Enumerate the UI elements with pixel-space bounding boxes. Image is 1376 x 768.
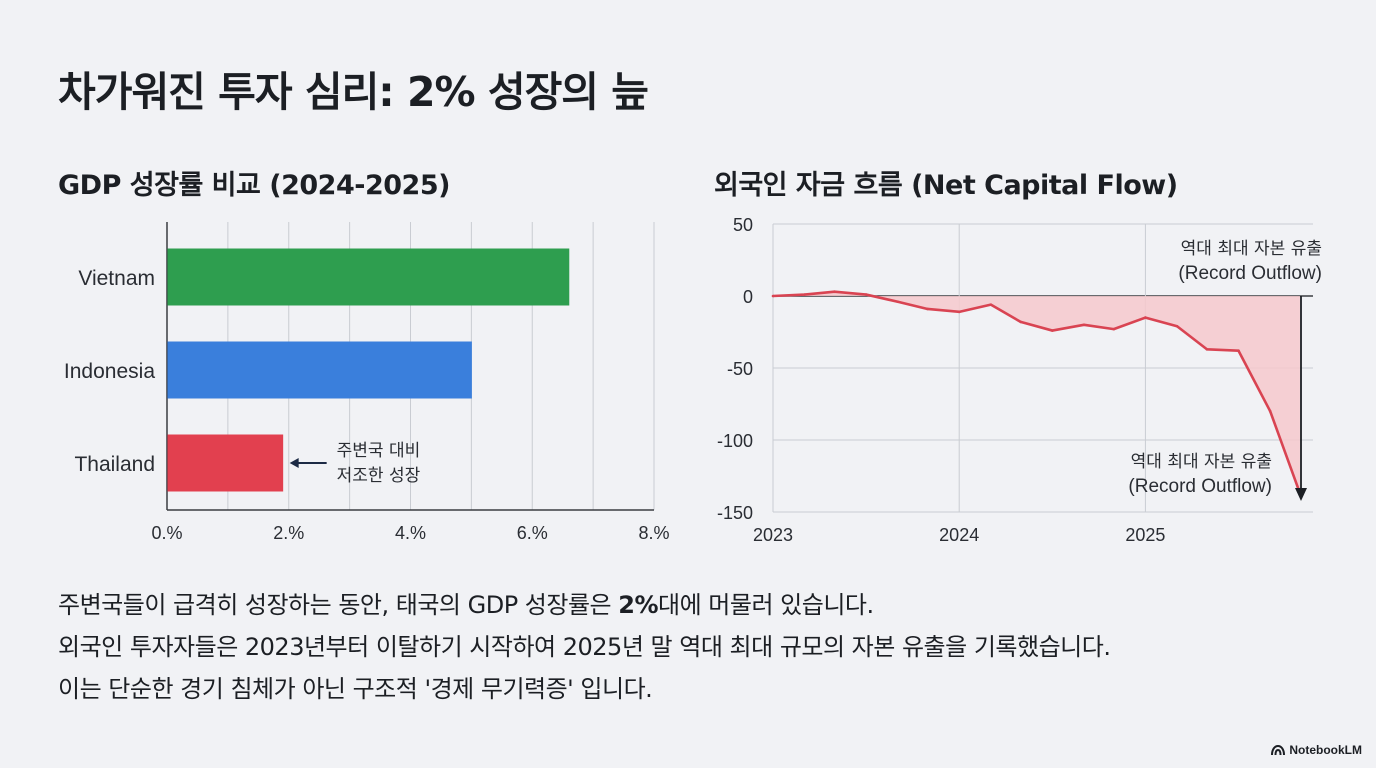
line-point — [1268, 409, 1272, 413]
record-outflow-label-top: (Record Outflow) — [1178, 263, 1322, 284]
bar-x-tick-label: 6.% — [517, 523, 548, 543]
line-point — [896, 300, 900, 304]
bar-category-label: Vietnam — [78, 267, 155, 290]
line-point — [771, 294, 775, 298]
line-x-tick-label: 2023 — [753, 525, 793, 545]
annotation-arrow-head — [289, 458, 299, 468]
line-point — [1175, 324, 1179, 328]
notebooklm-label: NotebookLM — [1289, 743, 1362, 757]
record-outflow-label-bottom: 역대 최대 자본 유출 — [1131, 452, 1272, 472]
bar-x-tick-label: 0.% — [151, 523, 182, 543]
line-point — [833, 290, 836, 293]
line-point — [989, 303, 993, 306]
summary-line-1-suffix: 대에 머물러 있습니다. — [658, 591, 874, 619]
line-y-tick-label: 50 — [733, 215, 753, 235]
bar-category-label: Thailand — [74, 453, 155, 476]
bar-category-label: Indonesia — [64, 360, 155, 383]
summary-line-1-bold: 2% — [618, 591, 659, 619]
bar-vietnam — [167, 248, 570, 306]
page-title: 차가워진 투자 심리: 2% 성장의 늪 — [58, 68, 649, 116]
line-point — [864, 293, 868, 296]
record-outflow-label-top: 역대 최대 자본 유출 — [1181, 239, 1322, 259]
line-area-fill — [773, 291, 1300, 494]
line-point — [1144, 316, 1147, 319]
line-point — [1082, 323, 1086, 327]
line-y-tick-label: -150 — [717, 503, 753, 523]
bar-x-tick-label: 2.% — [273, 523, 304, 543]
summary-line-1-prefix: 주변국들이 급격히 성장하는 동안, 태국의 GDP 성장률은 — [58, 591, 619, 619]
line-x-tick-label: 2025 — [1125, 525, 1165, 545]
record-arrow-head — [1295, 488, 1307, 501]
line-point — [1237, 349, 1240, 353]
bar-indonesia — [167, 341, 472, 399]
bar-x-tick-label: 8.% — [638, 523, 669, 543]
bar-chart-title: GDP 성장률 비교 (2024-2025) — [58, 170, 450, 201]
line-y-tick-label: 0 — [743, 287, 753, 307]
line-point — [926, 307, 929, 311]
line-point — [957, 310, 961, 314]
line-point — [1112, 327, 1116, 331]
line-x-tick-label: 2024 — [939, 525, 979, 545]
summary-line-2: 외국인 투자자들은 2023년부터 이탈하기 시작하여 2025년 말 역대 최… — [58, 633, 1111, 661]
bar-annotation-text: 저조한 성장 — [337, 466, 421, 486]
line-point — [803, 293, 806, 296]
notebooklm-logo: NotebookLM — [1271, 743, 1362, 757]
summary-text: 주변국들이 급격히 성장하는 동안, 태국의 GDP 성장률은 2%대에 머물러… — [58, 584, 1111, 710]
summary-line-3: 이는 단순한 경기 침체가 아닌 구조적 '경제 무기력증' 입니다. — [58, 675, 653, 703]
bar-annotation-text: 주변국 대비 — [337, 441, 421, 461]
summary-line-1: 주변국들이 급격히 성장하는 동안, 태국의 GDP 성장률은 2%대에 머물러… — [58, 584, 1110, 626]
bar-x-tick-label: 4.% — [395, 523, 426, 543]
line-y-tick-label: -50 — [727, 359, 753, 379]
line-point — [1051, 329, 1054, 332]
notebooklm-icon — [1271, 744, 1286, 755]
line-series — [772, 290, 1302, 494]
bar-thailand — [167, 434, 284, 492]
record-outflow-label-bottom: (Record Outflow) — [1128, 476, 1272, 497]
line-y-tick-label: -100 — [717, 431, 753, 451]
line-point — [1205, 347, 1209, 351]
line-chart-title: 외국인 자금 흐름 (Net Capital Flow) — [714, 170, 1178, 201]
line-point — [1019, 320, 1022, 324]
